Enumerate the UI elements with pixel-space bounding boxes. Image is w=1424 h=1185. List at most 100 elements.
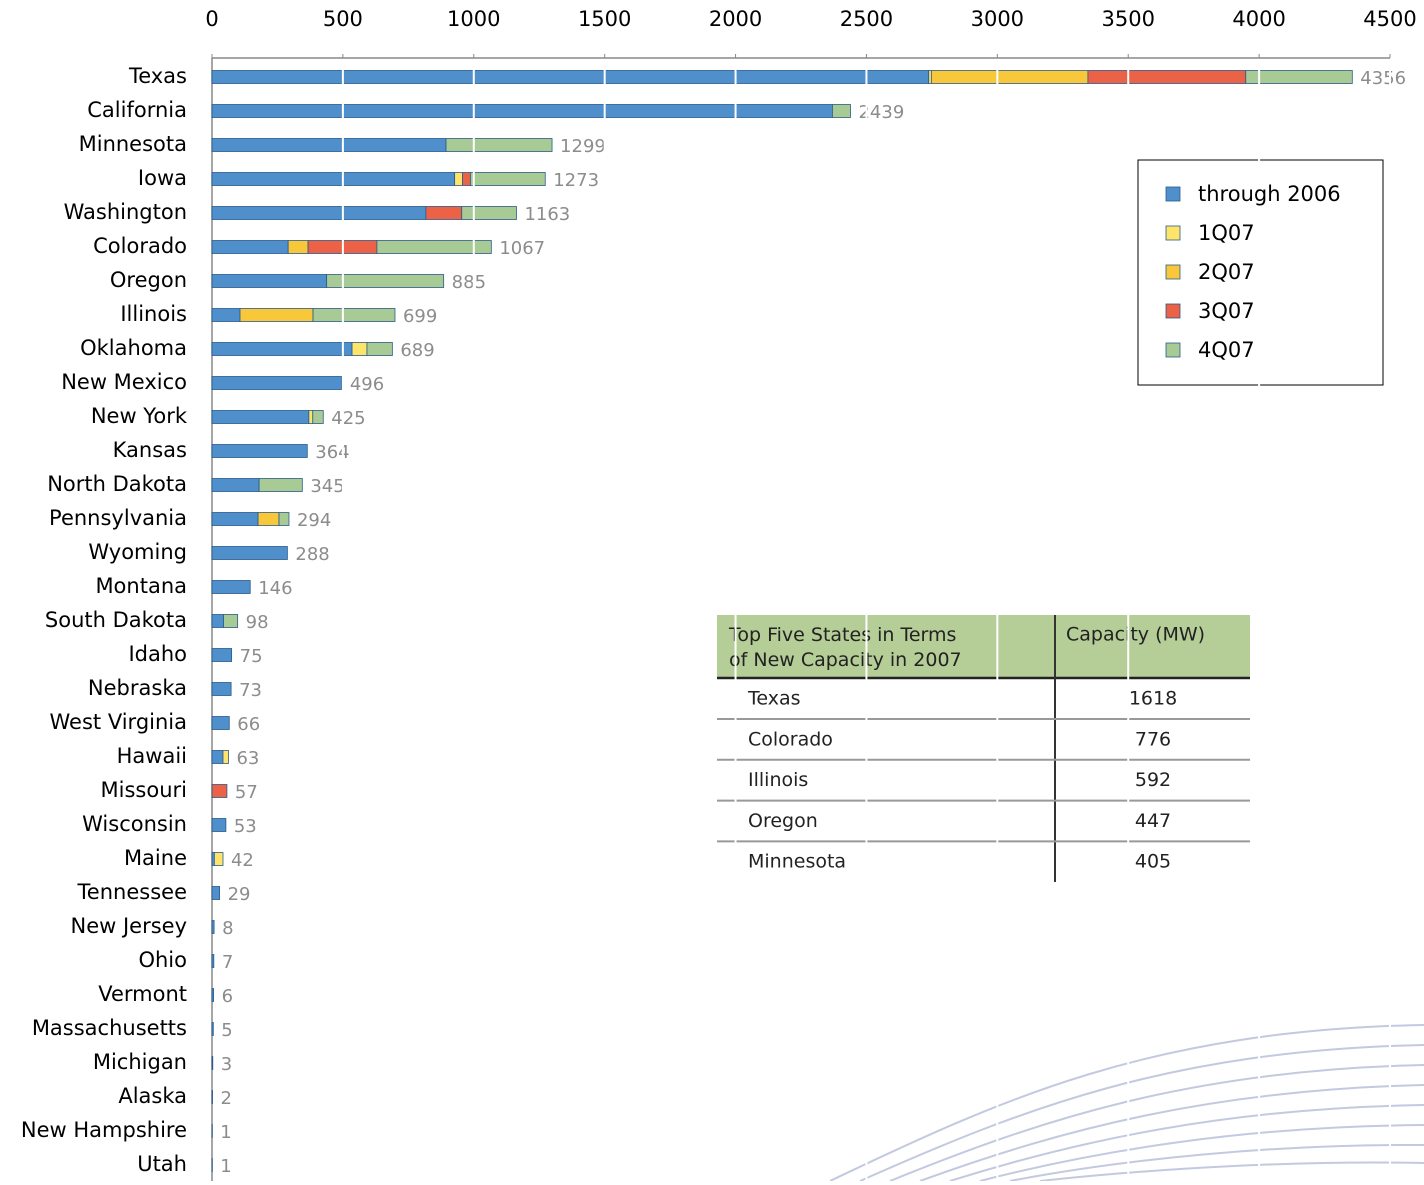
table-cell: 776	[1135, 728, 1171, 750]
total-label: 1	[220, 1156, 231, 1177]
table-cell: Texas	[747, 688, 801, 710]
total-label: 1273	[553, 170, 599, 191]
table-cell: Oregon	[748, 810, 818, 832]
legend-label: 1Q07	[1198, 221, 1255, 245]
bar-segment	[212, 241, 288, 254]
y-tick-label: Oklahoma	[80, 336, 187, 360]
total-label: 8	[222, 918, 233, 939]
bar-segment	[240, 309, 313, 322]
y-tick-label: New Mexico	[61, 370, 187, 394]
bar-segment	[212, 547, 287, 560]
y-tick-label: Missouri	[101, 778, 187, 802]
y-tick-label: Minnesota	[79, 132, 187, 156]
bar-segment	[212, 445, 307, 458]
y-tick-label: Maine	[124, 846, 187, 870]
total-label: 63	[236, 748, 259, 769]
legend-swatch	[1166, 187, 1180, 201]
bar-segment	[212, 989, 214, 1002]
bar-segment	[212, 105, 832, 118]
total-label: 6	[222, 986, 233, 1007]
bar-segment	[212, 139, 446, 152]
y-tick-label: California	[87, 98, 187, 122]
bar-segment	[212, 683, 231, 696]
bar-segment	[463, 173, 471, 186]
bar-segment	[212, 71, 929, 84]
bar-segment	[212, 173, 455, 186]
total-label: 146	[258, 578, 292, 599]
bar-segment	[446, 139, 552, 152]
bar-segment	[258, 513, 279, 526]
total-label: 98	[246, 612, 269, 633]
bar-segment	[259, 479, 302, 492]
total-label: 75	[240, 646, 263, 667]
bar-segment	[212, 921, 214, 934]
bar-segment	[1246, 71, 1353, 84]
total-label: 4356	[1360, 68, 1406, 89]
total-label: 2439	[858, 102, 904, 123]
bar-segment	[288, 241, 308, 254]
y-tick-label: Colorado	[93, 234, 187, 258]
bar-segment	[212, 1091, 213, 1104]
bar-segment	[214, 853, 223, 866]
bar-segment	[212, 717, 229, 730]
bar-segment	[212, 887, 220, 900]
y-tick-label: Pennsylvania	[49, 506, 187, 530]
total-label: 1299	[560, 136, 606, 157]
bar-segment	[212, 649, 232, 662]
legend-label: 2Q07	[1198, 260, 1255, 284]
legend-swatch	[1166, 226, 1180, 240]
total-label: 425	[331, 408, 365, 429]
bar-segment	[212, 955, 214, 968]
x-tick-label: 0	[205, 7, 218, 31]
y-tick-label: Montana	[95, 574, 187, 598]
total-label: 689	[400, 340, 434, 361]
y-tick-label: Wyoming	[88, 540, 187, 564]
total-label: 885	[452, 272, 486, 293]
bar-segment	[223, 751, 228, 764]
total-label: 496	[350, 374, 384, 395]
y-tick-label: New Jersey	[70, 914, 187, 938]
bar-segment	[1088, 71, 1246, 84]
x-tick-label: 500	[323, 7, 363, 31]
bar-segment	[352, 343, 367, 356]
total-label: 364	[315, 442, 349, 463]
bar-segment	[212, 1057, 213, 1070]
legend-label: through 2006	[1198, 182, 1341, 206]
y-tick-label: Idaho	[128, 642, 187, 666]
table-cell: 447	[1135, 810, 1171, 832]
table-cell: 592	[1135, 769, 1171, 791]
y-tick-label: Iowa	[138, 166, 187, 190]
bar-segment	[212, 785, 227, 798]
bar-segment	[212, 751, 223, 764]
bar-segment	[212, 309, 240, 322]
bar-segment	[470, 173, 545, 186]
total-label: 288	[295, 544, 329, 565]
bar-segment	[327, 275, 444, 288]
bar-segment	[212, 343, 352, 356]
total-label: 66	[237, 714, 260, 735]
y-tick-label: Michigan	[93, 1050, 187, 1074]
y-tick-label: Ohio	[138, 948, 187, 972]
y-tick-label: Tennessee	[77, 880, 187, 904]
bar-segment	[931, 71, 1088, 84]
y-tick-label: Vermont	[98, 982, 187, 1006]
bar-segment	[367, 343, 392, 356]
bar-segment	[212, 377, 342, 390]
table-cell: 1618	[1129, 688, 1177, 710]
x-tick-label: 1000	[447, 7, 500, 31]
decoration	[830, 1025, 1424, 1181]
total-label: 345	[310, 476, 344, 497]
y-tick-label: New Hampshire	[21, 1118, 187, 1142]
table-cell: 405	[1135, 851, 1171, 873]
x-tick-label: 2500	[840, 7, 893, 31]
legend-label: 3Q07	[1198, 299, 1255, 323]
x-tick-label: 2000	[709, 7, 762, 31]
legend-swatch	[1166, 304, 1180, 318]
total-label: 57	[235, 782, 258, 803]
y-tick-label: Massachusetts	[32, 1016, 187, 1040]
legend-label: 4Q07	[1198, 338, 1255, 362]
table-cell: Colorado	[748, 728, 833, 750]
bar-segment	[313, 309, 395, 322]
total-label: 3	[221, 1054, 232, 1075]
